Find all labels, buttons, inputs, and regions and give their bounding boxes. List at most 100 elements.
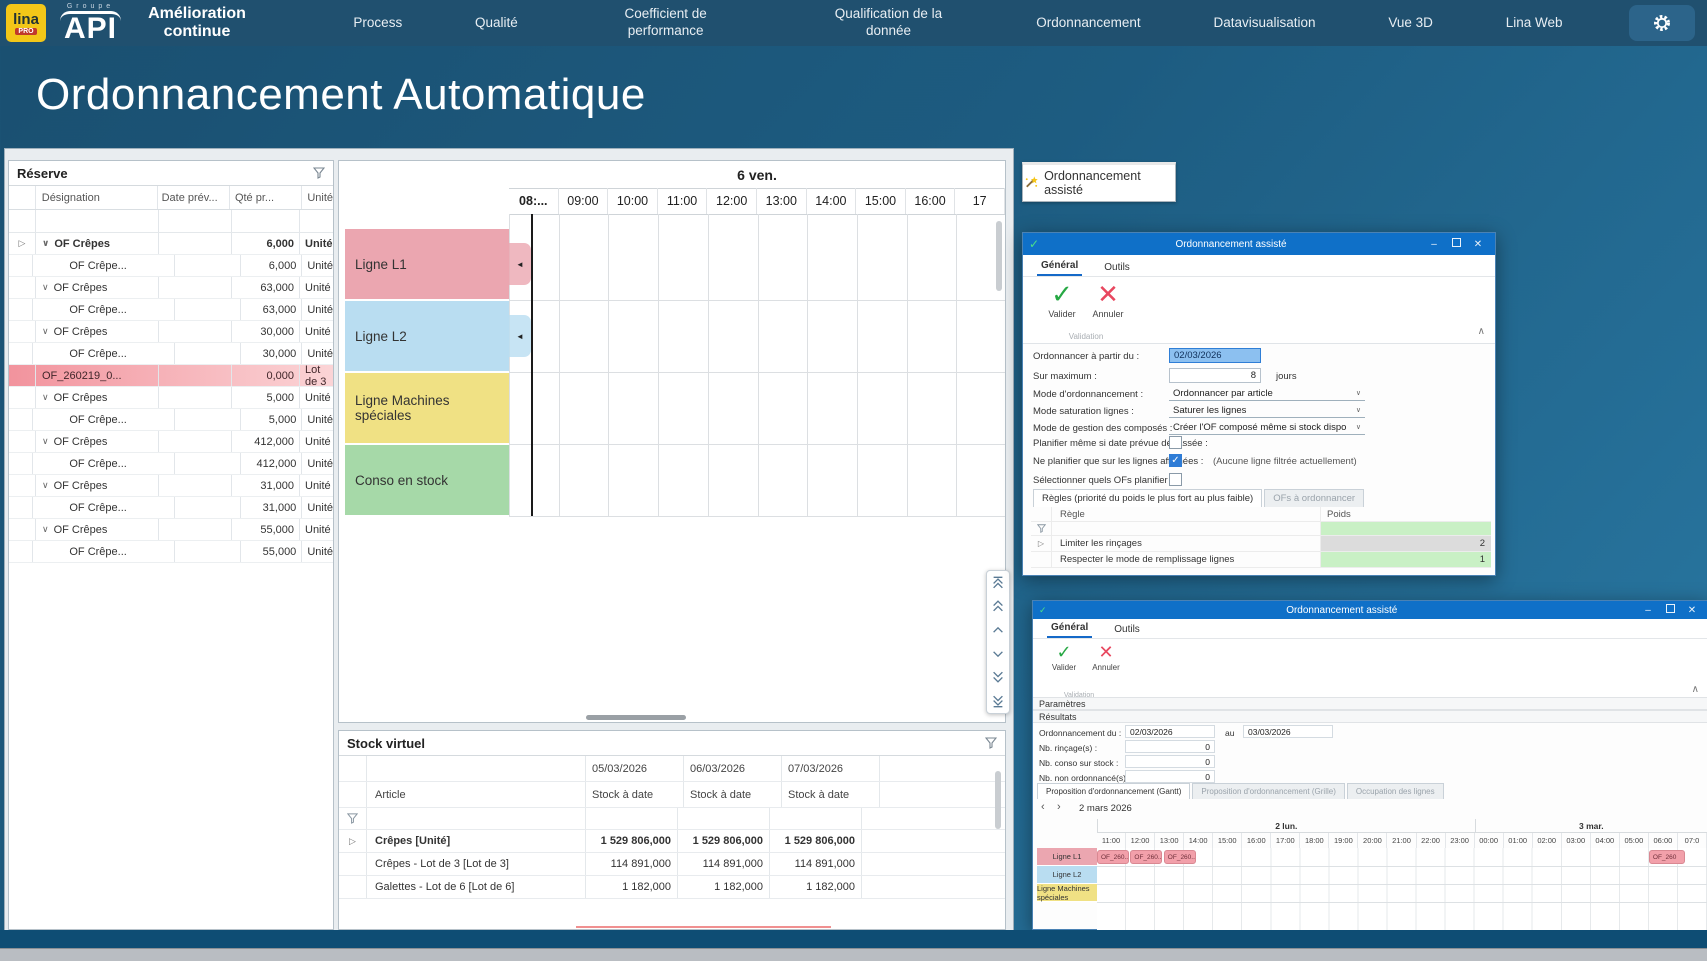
tab-ofs-a-ordonnancer[interactable]: OFs à ordonnancer	[1264, 489, 1364, 507]
stock-filter-cell[interactable]	[678, 808, 770, 829]
minimize-button[interactable]: –	[1637, 605, 1659, 616]
gantt-row-label[interactable]: Conso en stock	[345, 445, 509, 515]
collapse-chevron-icon[interactable]: ∨	[42, 282, 49, 293]
gantt-row-label[interactable]: Ligne Machines spéciales	[345, 373, 509, 443]
checkbox[interactable]: ✓	[1169, 454, 1182, 467]
stock-filter-cell[interactable]	[367, 808, 586, 829]
table-row[interactable]: Respecter le mode de remplissage lignes1	[1031, 552, 1491, 568]
reserve-col-header[interactable]: Unité	[302, 186, 333, 209]
valider-button[interactable]: ✓Valider	[1039, 281, 1085, 319]
value-field[interactable]: 0	[1125, 740, 1215, 753]
expander-icon[interactable]: ▷	[1031, 536, 1052, 551]
scroll-to-top-button[interactable]	[989, 573, 1007, 593]
table-row[interactable]: ▷∨OF Crêpes6,000Unité	[9, 233, 333, 255]
table-row[interactable]: ∨OF Crêpes412,000Unité	[9, 431, 333, 453]
stock-col-header[interactable]: Stock à date	[586, 782, 684, 807]
table-row[interactable]: OF_260219_0...0,000Lot de 3	[9, 365, 333, 387]
nav-item-3[interactable]: Qualification de la donnée	[813, 6, 963, 40]
table-row[interactable]: OF Crêpe...63,000Unité	[9, 299, 333, 321]
collapse-chevron-icon[interactable]: ∨	[42, 436, 49, 447]
checkbox[interactable]	[1169, 473, 1182, 486]
settings-button[interactable]	[1629, 5, 1695, 41]
gantt-task-bar[interactable]: OF_260...	[1130, 850, 1162, 864]
result-tab-1[interactable]: Proposition d'ordonnancement (Grille)	[1192, 783, 1344, 799]
section-resultats[interactable]: Résultats	[1033, 710, 1707, 723]
value-field[interactable]: 02/03/2026	[1125, 725, 1215, 738]
result-tab-0[interactable]: Proposition d'ordonnancement (Gantt)	[1037, 783, 1190, 799]
table-row[interactable]: OF Crêpe...5,000Unité	[9, 409, 333, 431]
reserve-col-header[interactable]: Désignation	[36, 186, 158, 209]
table-row[interactable]: ∨OF Crêpes5,000Unité	[9, 387, 333, 409]
table-row[interactable]: OF Crêpe...6,000Unité	[9, 255, 333, 277]
step-down-button[interactable]	[989, 644, 1007, 664]
table-row[interactable]: ∨OF Crêpes55,000Unité	[9, 519, 333, 541]
tab-general[interactable]: Général	[1047, 619, 1092, 638]
dropdown-select[interactable]: Ordonnancer par article∨	[1169, 386, 1365, 401]
expander-icon[interactable]: ▷	[9, 233, 36, 254]
close-button[interactable]: ✕	[1681, 605, 1703, 616]
gantt-row-label[interactable]: Ligne L2	[1037, 866, 1097, 884]
nav-item-4[interactable]: Ordonnancement	[1036, 15, 1140, 32]
table-row[interactable]: OF Crêpe...31,000Unité	[9, 497, 333, 519]
lina-pro-logo[interactable]: lina PRO	[6, 4, 46, 42]
gantt-vertical-scrollbar[interactable]	[996, 221, 1002, 291]
collapse-chevron-icon[interactable]: ∨	[42, 480, 49, 491]
expander-icon[interactable]: ▷	[339, 830, 367, 852]
collapse-chevron-icon[interactable]: ∨	[42, 238, 49, 249]
nav-item-7[interactable]: Lina Web	[1506, 15, 1563, 32]
collapse-chevron-icon[interactable]: ∨	[42, 524, 49, 535]
nav-item-5[interactable]: Datavisualisation	[1213, 15, 1315, 32]
reserve-filter-cell[interactable]	[159, 210, 232, 232]
gantt-row-label[interactable]: Ligne L1	[1037, 848, 1097, 866]
nav-item-6[interactable]: Vue 3D	[1388, 15, 1433, 32]
reserve-filter-cell[interactable]	[300, 210, 333, 232]
stock-filter-cell[interactable]	[586, 808, 678, 829]
gantt-horizontal-scrollbar[interactable]	[586, 715, 686, 720]
ribbon-collapse-button[interactable]: ∧	[1692, 684, 1699, 695]
stock-filter-cell[interactable]	[770, 808, 862, 829]
collapse-chevron-icon[interactable]: ∨	[42, 326, 49, 337]
ribbon-collapse-button[interactable]: ∧	[1478, 326, 1485, 337]
close-button[interactable]: ✕	[1467, 239, 1489, 250]
gantt-row-label[interactable]: Ligne L2	[345, 301, 509, 371]
reserve-filter-cell[interactable]	[232, 210, 300, 232]
stock-date-header[interactable]: 07/03/2026	[782, 756, 880, 781]
date-input[interactable]: 02/03/2026	[1169, 348, 1261, 363]
minimize-button[interactable]: –	[1423, 239, 1445, 250]
dialog-titlebar[interactable]: ✓Ordonnancement assisté–✕	[1033, 601, 1707, 619]
page-up-fast-button[interactable]	[989, 596, 1007, 616]
section-parametres[interactable]: Paramètres	[1033, 697, 1707, 710]
chevron-right-icon[interactable]: ›	[1057, 801, 1061, 813]
nav-item-2[interactable]: Coefficient de performance	[591, 6, 741, 40]
table-row[interactable]: OF Crêpe...30,000Unité	[9, 343, 333, 365]
stock-date-header[interactable]: 05/03/2026	[586, 756, 684, 781]
table-row[interactable]: ∨OF Crêpes30,000Unité	[9, 321, 333, 343]
table-row[interactable]: ▷Crêpes [Unité]1 529 806,0001 529 806,00…	[339, 830, 1005, 853]
dropdown-select[interactable]: Saturer les lignes∨	[1169, 403, 1365, 418]
tab-regles[interactable]: Règles (priorité du poids le plus fort a…	[1033, 489, 1262, 507]
table-row[interactable]: OF Crêpe...412,000Unité	[9, 453, 333, 475]
gantt-task-bar[interactable]: OF_260...	[1097, 850, 1129, 864]
checkbox[interactable]	[1169, 436, 1182, 449]
gantt-task-bar[interactable]: OF_260...	[1164, 850, 1196, 864]
step-up-button[interactable]	[989, 620, 1007, 640]
nav-item-0[interactable]: Process	[353, 15, 402, 32]
table-row[interactable]: OF Crêpe...55,000Unité	[9, 541, 333, 563]
valider-button[interactable]: ✓Valider	[1041, 643, 1087, 672]
rules-col-header[interactable]: Poids	[1321, 507, 1491, 521]
table-row[interactable]: ∨OF Crêpes31,000Unité	[9, 475, 333, 497]
reserve-filter-cell[interactable]	[36, 210, 159, 232]
annuler-button[interactable]: ✕Annuler	[1085, 281, 1131, 319]
stock-col-header[interactable]: Stock à date	[782, 782, 880, 807]
gantt-row-label[interactable]: Ligne Machines spéciales	[1037, 884, 1097, 902]
rules-filter-cell[interactable]	[1321, 522, 1491, 535]
chevron-left-icon[interactable]: ‹	[1041, 801, 1045, 813]
result-tab-2[interactable]: Occupation des lignes	[1347, 783, 1444, 799]
reserve-col-header[interactable]: Qté pr...	[230, 186, 302, 209]
table-row[interactable]: Galettes - Lot de 6 [Lot de 6]1 182,0001…	[339, 876, 1005, 899]
annuler-button[interactable]: ✕Annuler	[1083, 643, 1129, 672]
rules-filter-cell[interactable]	[1052, 522, 1321, 535]
tab-general[interactable]: Général	[1037, 257, 1082, 276]
rules-col-header[interactable]: Règle	[1052, 507, 1321, 521]
gantt-task-bar[interactable]: OF_260	[1649, 850, 1685, 864]
